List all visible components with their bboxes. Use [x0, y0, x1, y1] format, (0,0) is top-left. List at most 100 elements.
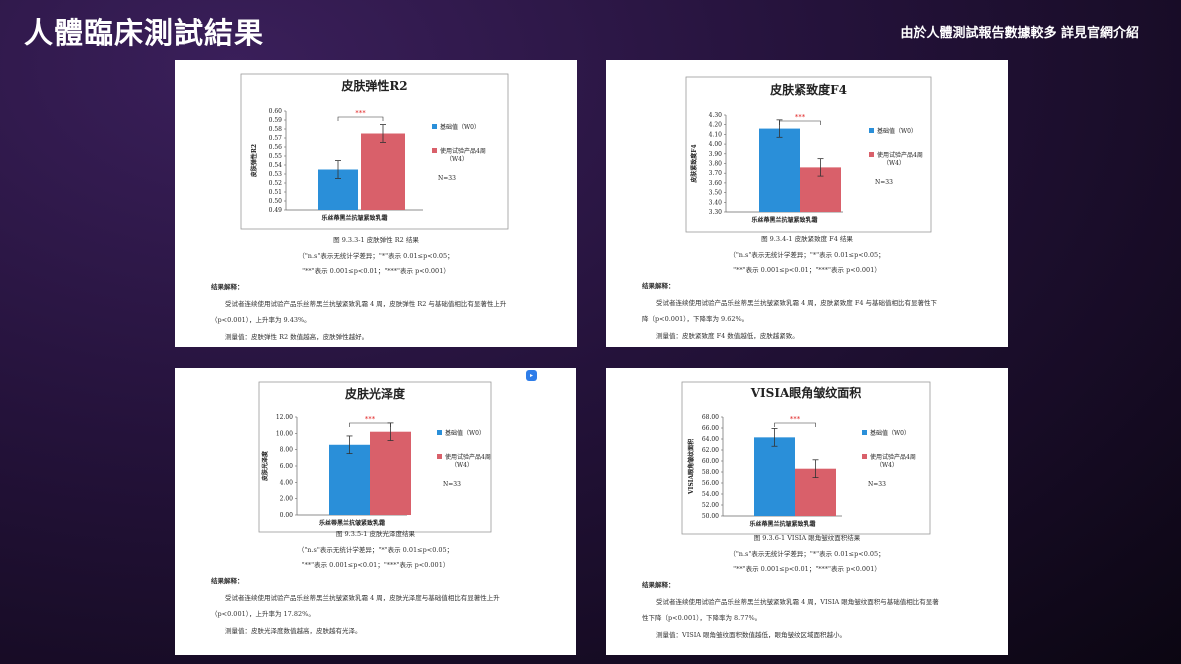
significance-note-1: （"n.s"表示无统计学差异；"*"表示 0.01≤p<0.05； — [298, 545, 453, 554]
significance-bracket — [337, 116, 384, 121]
significance-note-2: "**"表示 0.001≤p<0.01；"***"表示 p<0.001） — [302, 560, 450, 569]
explanation-line-2: （p<0.001），上升率为 17.82%。 — [211, 609, 315, 618]
y-tick-label: 58.00 — [702, 469, 719, 476]
bar-week4 — [361, 133, 405, 210]
explanation-line-3: 测量值：VISIA 眼角皱纹面积数值越低，眼角皱纹区域面积越小。 — [656, 630, 846, 639]
legend-label-baseline: 基础值（W0） — [440, 123, 480, 131]
legend-swatch-baseline — [432, 124, 437, 129]
y-tick-label: 3.30 — [709, 209, 723, 216]
y-tick-label: 60.00 — [702, 458, 719, 465]
significance-label: *** — [365, 415, 376, 423]
explanation-line-3: 测量值：皮肤紧致度 F4 数值越低，皮肤越紧致。 — [656, 331, 799, 340]
y-tick-label: 0.55 — [269, 153, 283, 160]
y-tick-label: 0.59 — [269, 117, 283, 124]
y-tick-label: 52.00 — [702, 502, 719, 509]
x-category-label: 乐丝蒂黑兰抗皱紧致乳霜 — [751, 216, 817, 224]
y-tick-label: 0.60 — [269, 108, 283, 115]
x-category-label: 乐丝蒂黑兰抗皱紧致乳霜 — [321, 214, 387, 222]
y-tick-label: 6.00 — [280, 463, 294, 470]
y-axis-label: 皮肤紧致度F4 — [690, 144, 698, 182]
figure-caption: 图 9.3.3-1 皮肤弹性 R2 结果 — [333, 235, 419, 244]
chart-title: 皮肤弹性R2 — [340, 78, 407, 93]
bar-baseline — [754, 437, 795, 516]
figure-caption: 图 9.3.6-1 VISIA 眼角皱纹面积结果 — [754, 533, 861, 542]
legend-n: N=33 — [438, 175, 456, 182]
significance-label: *** — [355, 109, 366, 117]
legend-label-week4-unit: （W4） — [876, 462, 898, 469]
legend-swatch-baseline — [437, 430, 442, 435]
significance-bracket — [779, 120, 821, 125]
y-tick-label: 0.54 — [269, 162, 283, 169]
legend-swatch-baseline — [862, 430, 867, 435]
results-heading: 结果解释： — [642, 580, 675, 589]
report-card-gloss: 皮肤光泽度 12.00 10.00 8.00 6.00 4.00 2.00 0.00 皮肤光泽度… — [175, 368, 576, 655]
explanation-line-1: 受试者连续使用试验产品乐丝蒂黑兰抗皱紧致乳霜 4 周，皮肤光泽度与基础值相比有显… — [225, 593, 500, 602]
legend-label-week4: 使用试验产品4周 — [870, 453, 916, 461]
significance-note-2: "**"表示 0.001≤p<0.01；"***"表示 p<0.001） — [733, 265, 881, 274]
y-tick-label: 66.00 — [702, 425, 719, 432]
explanation-line-1: 受试者连续使用试验产品乐丝蒂黑兰抗皱紧致乳霜 4 周，VISIA 眼角皱纹面积与… — [656, 597, 939, 606]
legend-n: N=33 — [443, 481, 461, 488]
explanation-line-2: （p<0.001），上升率为 9.43%。 — [211, 315, 311, 324]
y-tick-label: 12.00 — [276, 414, 293, 421]
y-tick-label: 4.10 — [709, 131, 723, 138]
y-tick-label: 2.00 — [280, 496, 294, 503]
y-axis-label: 皮肤光泽度 — [261, 450, 269, 481]
significance-note-2: "**"表示 0.001≤p<0.01；"***"表示 p<0.001） — [733, 564, 881, 573]
y-tick-label: 0.51 — [269, 189, 282, 196]
legend-swatch-baseline — [869, 128, 874, 133]
y-tick-label: 68.00 — [702, 414, 719, 421]
legend-label-baseline: 基础值（W0） — [445, 429, 485, 437]
bar-baseline — [759, 128, 800, 212]
y-tick-label: 0.52 — [269, 180, 283, 187]
chart-title: VISIA眼角皱纹面积 — [750, 385, 862, 400]
slide-title: 人體臨床測試結果 — [24, 16, 265, 50]
explanation-line-3: 测量值：皮肤弹性 R2 数值越高，皮肤弹性越好。 — [225, 332, 368, 341]
significance-note-2: "**"表示 0.001≤p<0.01；"***"表示 p<0.001） — [302, 266, 450, 275]
significance-bracket — [349, 422, 391, 427]
bar-baseline — [329, 444, 370, 515]
legend-label-baseline: 基础值（W0） — [877, 127, 917, 135]
y-tick-label: 10.00 — [276, 430, 293, 437]
legend-label-week4: 使用试验产品4周 — [877, 151, 923, 159]
legend-n: N=33 — [875, 179, 893, 186]
chart-canvas: 皮肤紧致度F4 4.30 4.20 4.10 4.00 3.90 3.80 3.70 3.60 3… — [642, 76, 938, 340]
legend-label-week4-unit: （W4） — [446, 156, 468, 163]
bar-week4 — [370, 431, 411, 515]
explanation-line-3: 测量值：皮肤光泽度数值越高，皮肤越有光泽。 — [225, 626, 362, 635]
legend-label-week4-unit: （W4） — [451, 462, 473, 469]
y-axis-label: VISIA眼角皱纹面积 — [687, 439, 695, 495]
y-tick-label: 0.53 — [269, 171, 283, 178]
y-tick-label: 8.00 — [280, 447, 294, 454]
legend-label-week4: 使用试验产品4周 — [445, 453, 491, 461]
y-tick-label: 3.90 — [709, 151, 723, 158]
legend-label-baseline: 基础值（W0） — [870, 429, 910, 437]
chart-canvas: 皮肤光泽度 12.00 10.00 8.00 6.00 4.00 2.00 0.00 皮肤光泽度… — [211, 381, 500, 635]
y-tick-label: 0.50 — [269, 198, 283, 205]
report-card-firmness: 皮肤紧致度F4 4.30 4.20 4.10 4.00 3.90 3.80 3.70 3.60 3… — [606, 60, 1008, 347]
legend-label-week4: 使用试验产品4周 — [440, 147, 486, 155]
floating-badge-icon[interactable]: ▸ — [526, 370, 537, 381]
significance-note-1: （"n.s"表示无统计学差异；"*"表示 0.01≤p<0.05； — [729, 250, 884, 259]
y-tick-label: 4.20 — [709, 122, 723, 129]
report-card-wrinkle: VISIA眼角皱纹面积 68.00 66.00 64.00 62.00 60.00 58.0… — [606, 368, 1008, 655]
results-heading: 结果解释： — [211, 282, 244, 291]
legend-n: N=33 — [868, 481, 886, 488]
y-tick-label: 0.49 — [269, 207, 283, 214]
y-axis-label: 皮肤弹性R2 — [250, 144, 258, 177]
explanation-line-2: 性下降（p<0.001），下降率为 8.77%。 — [642, 613, 761, 622]
results-heading: 结果解释： — [642, 281, 675, 290]
y-tick-label: 0.56 — [269, 144, 283, 151]
y-tick-label: 56.00 — [702, 480, 719, 487]
y-tick-label: 0.57 — [269, 135, 283, 142]
significance-note-1: （"n.s"表示无统计学差异；"*"表示 0.01≤p<0.05； — [729, 549, 884, 558]
y-tick-label: 4.00 — [280, 479, 294, 486]
y-tick-label: 0.58 — [269, 126, 283, 133]
explanation-line-2: 降（p<0.001），下降率为 9.62%。 — [642, 314, 748, 323]
significance-label: *** — [790, 415, 801, 423]
slide-note: 由於人體測試報告數據較多 詳見官網介紹 — [900, 26, 1139, 41]
legend-label-week4-unit: （W4） — [883, 160, 905, 167]
explanation-line-1: 受试者连续使用试验产品乐丝蒂黑兰抗皱紧致乳霜 4 周，皮肤紧致度 F4 与基础值… — [656, 298, 938, 307]
significance-note-1: （"n.s"表示无统计学差异；"*"表示 0.01≤p<0.05； — [298, 251, 453, 260]
explanation-line-1: 受试者连续使用试验产品乐丝蒂黑兰抗皱紧致乳霜 4 周，皮肤弹性 R2 与基础值相… — [225, 299, 507, 308]
